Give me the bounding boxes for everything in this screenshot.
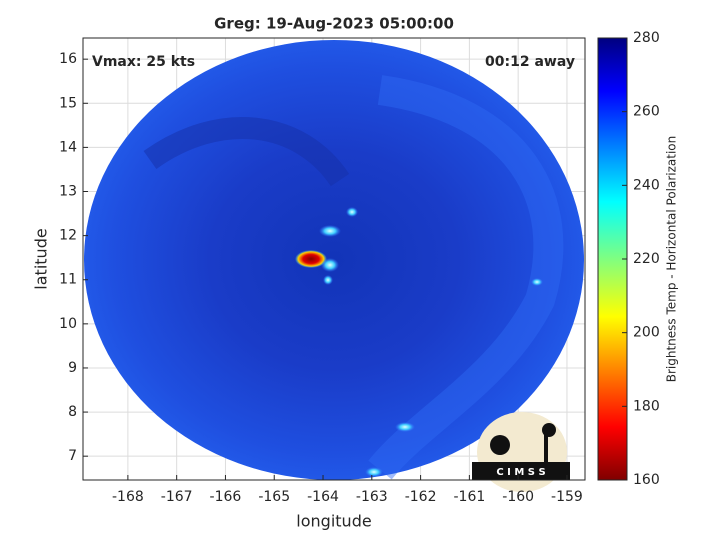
colorbar-tick-label: 160 (633, 472, 660, 488)
y-tick-label: 12 (59, 228, 77, 244)
x-tick-label: -159 (551, 489, 583, 505)
y-tick-label: 16 (59, 51, 77, 67)
x-tick-label: -168 (112, 489, 144, 505)
convection (365, 467, 383, 477)
colorbar-tick-label: 240 (633, 177, 660, 193)
convection (395, 422, 415, 432)
chart-title: Greg: 19-Aug-2023 05:00:00 (214, 15, 454, 33)
x-tick-label: -167 (161, 489, 193, 505)
annotation: Vmax: 25 kts (92, 54, 195, 70)
rain-band (143, 117, 350, 187)
y-tick-label: 8 (68, 404, 77, 420)
convection (321, 258, 339, 272)
colorbar-tick-label: 200 (633, 325, 660, 341)
convection (295, 250, 327, 268)
y-tick-label: 13 (59, 184, 77, 200)
x-tick-label: -163 (356, 489, 388, 505)
colorbar-label: Brightness Temp - Horizontal Polarizatio… (665, 136, 679, 383)
logo: C I M S S (472, 412, 570, 492)
x-tick-label: -160 (502, 489, 534, 505)
y-axis-label: latitude (32, 228, 51, 289)
rain-band (368, 75, 564, 480)
y-tick-label: 9 (68, 360, 77, 376)
logo-bar (472, 462, 570, 480)
y-tick-label: 14 (59, 139, 77, 155)
logo-dish (490, 435, 510, 455)
logo-tower (544, 433, 548, 463)
x-tick-label: -165 (258, 489, 290, 505)
x-tick-label: -161 (453, 489, 485, 505)
colorbar-tick-label: 180 (633, 398, 660, 414)
convection (346, 207, 358, 217)
x-tick-label: -166 (210, 489, 242, 505)
annotation: 00:12 away (485, 54, 575, 70)
convection (531, 278, 543, 286)
logo-text: C I M S S (496, 467, 545, 478)
colorbar-tick-label: 280 (633, 30, 660, 46)
colorbar-tick-label: 220 (633, 251, 660, 267)
convection (323, 275, 333, 285)
convection (319, 225, 341, 237)
y-tick-label: 10 (59, 316, 77, 332)
y-tick-label: 11 (59, 272, 77, 288)
y-tick-label: 7 (68, 448, 77, 464)
x-tick-label: -164 (307, 489, 339, 505)
satellite-image (84, 40, 584, 480)
logo-tank (542, 423, 556, 437)
x-tick-label: -162 (405, 489, 437, 505)
colorbar-tick-label: 260 (633, 104, 660, 120)
y-tick-label: 15 (59, 95, 77, 111)
x-axis-label: longitude (296, 512, 371, 531)
plot-frame (82, 37, 586, 481)
